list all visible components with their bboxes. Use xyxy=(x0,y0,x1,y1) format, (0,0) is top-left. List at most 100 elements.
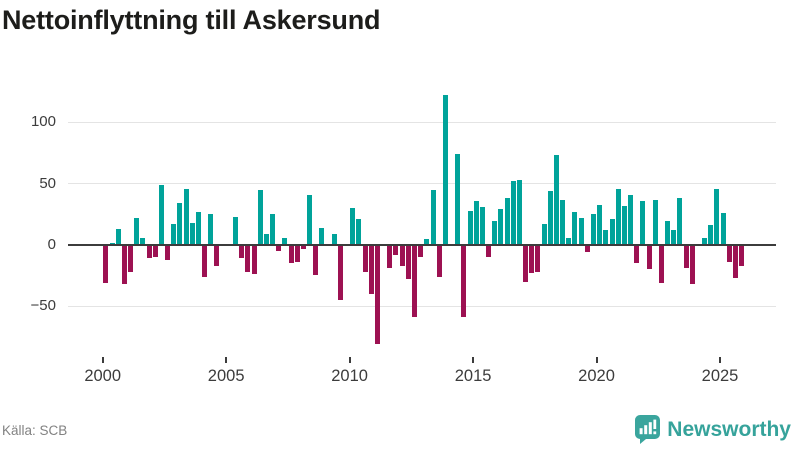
bar-2020-Q1 xyxy=(597,204,603,245)
bar-2007-Q4 xyxy=(294,246,300,262)
y-tick-label: 100 xyxy=(30,113,56,131)
bar-2018-Q3 xyxy=(560,199,566,245)
bar-2024-Q4 xyxy=(714,188,720,245)
bar-2020-Q4 xyxy=(615,188,621,245)
bar-2000-Q1 xyxy=(103,246,109,283)
bar-2013-Q2 xyxy=(430,189,436,245)
bar-2023-Q4 xyxy=(689,246,695,284)
bar-2019-Q1 xyxy=(572,211,578,245)
x-tick-label: 2025 xyxy=(701,367,739,385)
bar-2009-Q3 xyxy=(337,246,343,300)
bar-2007-Q3 xyxy=(288,246,294,264)
bar-2002-Q1 xyxy=(152,246,158,257)
bar-2008-Q3 xyxy=(313,246,319,276)
bar-2012-Q2 xyxy=(405,246,411,280)
x-tick xyxy=(348,356,351,363)
bar-2010-Q1 xyxy=(350,208,356,245)
bar-2011-Q4 xyxy=(393,246,399,255)
bar-2022-Q1 xyxy=(646,246,652,270)
bar-2020-Q2 xyxy=(603,230,609,245)
x-tick-label: 2010 xyxy=(331,367,368,385)
bar-2007-Q2 xyxy=(282,237,288,245)
x-tick-label: 2005 xyxy=(207,367,245,385)
x-tick-label: 2020 xyxy=(578,367,615,385)
bar-2012-Q1 xyxy=(399,246,405,266)
bar-2017-Q4 xyxy=(541,224,547,245)
bar-2015-Q3 xyxy=(486,246,491,257)
bar-2000-Q4 xyxy=(121,246,127,284)
bar-2015-Q1 xyxy=(473,200,479,245)
brand-wordmark: Newsworthy xyxy=(667,417,791,441)
x-tick-label: 2000 xyxy=(84,367,122,385)
bar-2021-Q3 xyxy=(634,246,640,264)
gridline xyxy=(68,121,776,123)
bar-2007-Q1 xyxy=(276,246,282,251)
bar-2019-Q3 xyxy=(584,246,590,253)
bar-2000-Q3 xyxy=(115,229,121,245)
bar-2025-Q2 xyxy=(726,246,732,262)
bar-2005-Q4 xyxy=(245,246,251,272)
bar-2003-Q3 xyxy=(189,222,195,245)
bar-2021-Q2 xyxy=(628,194,633,245)
bar-2022-Q3 xyxy=(658,246,664,283)
bar-2013-Q4 xyxy=(442,95,448,245)
bar-2025-Q3 xyxy=(732,246,738,278)
page-title: Nettoinflyttning till Askersund xyxy=(2,5,381,35)
bar-2004-Q1 xyxy=(202,246,208,277)
newsworthy-badge-icon xyxy=(635,415,661,444)
bar-2012-Q4 xyxy=(418,246,424,257)
bar-2008-Q2 xyxy=(307,194,312,245)
bar-2015-Q2 xyxy=(479,207,485,245)
bar-2006-Q2 xyxy=(257,189,263,245)
bar-2021-Q4 xyxy=(640,200,646,245)
bar-2011-Q3 xyxy=(387,246,393,269)
bar-2010-Q2 xyxy=(356,219,362,245)
bar-2001-Q3 xyxy=(140,237,146,245)
y-tick-label: −50 xyxy=(30,297,56,315)
bar-2001-Q2 xyxy=(134,218,140,245)
bar-2023-Q3 xyxy=(683,246,689,269)
x-tick xyxy=(101,356,104,363)
bar-2001-Q1 xyxy=(128,246,133,272)
bar-2019-Q4 xyxy=(591,214,596,245)
bar-2015-Q4 xyxy=(492,220,498,245)
bar-2009-Q2 xyxy=(331,234,337,245)
bar-2017-Q2 xyxy=(529,246,535,273)
source-label: Källa: SCB xyxy=(2,423,68,438)
bar-2016-Q3 xyxy=(510,181,516,245)
x-tick xyxy=(472,356,475,363)
bar-2010-Q3 xyxy=(362,246,368,272)
bar-2018-Q2 xyxy=(553,155,559,245)
bar-2004-Q3 xyxy=(214,246,220,266)
y-tick-label: 0 xyxy=(47,236,56,253)
bar-2014-Q3 xyxy=(461,246,467,318)
bar-2003-Q1 xyxy=(177,203,183,245)
bar-2005-Q2 xyxy=(232,216,238,245)
bar-2017-Q1 xyxy=(523,246,529,282)
bar-2021-Q1 xyxy=(621,205,627,245)
bar-2019-Q2 xyxy=(578,218,584,245)
bar-2016-Q1 xyxy=(498,209,504,245)
bar-2000-Q2 xyxy=(109,242,115,245)
bar-2001-Q4 xyxy=(146,246,152,259)
bar-2005-Q3 xyxy=(239,246,245,259)
bar-2013-Q1 xyxy=(424,238,430,245)
x-tick-label: 2015 xyxy=(454,367,492,385)
bar-2013-Q3 xyxy=(436,246,442,277)
newsworthy-logo: Newsworthy xyxy=(635,415,791,444)
bar-2024-Q2 xyxy=(702,237,708,245)
bar-2014-Q2 xyxy=(455,154,461,245)
bar-2024-Q3 xyxy=(708,225,714,245)
y-tick-label: 50 xyxy=(39,174,56,192)
bar-2022-Q4 xyxy=(665,220,670,245)
bar-2025-Q1 xyxy=(720,213,726,245)
bar-2004-Q2 xyxy=(208,214,214,245)
bar-2017-Q3 xyxy=(535,246,541,272)
bar-2022-Q2 xyxy=(652,199,658,245)
bar-2003-Q4 xyxy=(195,211,201,245)
bar-2014-Q4 xyxy=(467,210,473,245)
bar-2023-Q2 xyxy=(677,198,683,245)
bar-2006-Q3 xyxy=(263,234,269,245)
bar-2006-Q4 xyxy=(270,214,275,245)
